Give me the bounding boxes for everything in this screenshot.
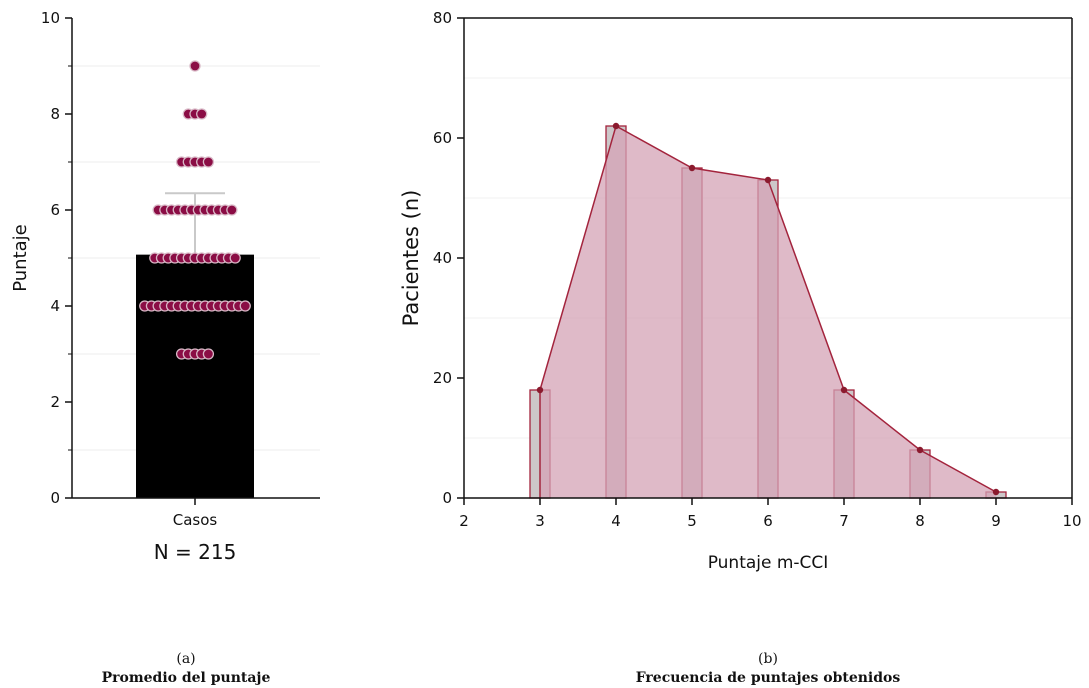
x-tick-label-b: 7 [839, 512, 849, 530]
y-tick-label-a: 10 [41, 9, 60, 27]
data-point [229, 252, 241, 264]
y-axis-title-b: Pacientes (n) [399, 190, 423, 327]
x-tick-label-b: 2 [459, 512, 469, 530]
chart-a-mean-score: 0 2 4 6 8 10 Casos N = 215 Puntaje [10, 9, 320, 564]
caption-a: (a) Promedio del puntaje [0, 650, 386, 688]
data-point [239, 300, 251, 312]
y-tick-label-a: 0 [50, 489, 60, 507]
frequency-point [612, 122, 620, 130]
data-point [202, 156, 215, 168]
y-tick-label-b: 40 [433, 249, 452, 267]
caption-a-letter: (a) [176, 651, 196, 667]
caption-a-title: Promedio del puntaje [101, 670, 271, 686]
chart-b-score-frequency: 0 20 40 60 80 2 3 4 5 6 7 8 9 10 Puntaje m-CCI Paciente… [399, 9, 1082, 573]
caption-b-title: Frecuencia de puntajes obtenidos [635, 670, 901, 686]
frequency-area [540, 126, 996, 498]
y-tick-label-b: 20 [433, 369, 452, 387]
y-tick-label-a: 4 [50, 297, 60, 315]
y-tick-label-a: 6 [50, 201, 60, 219]
frequency-point [840, 386, 848, 394]
data-point [196, 108, 208, 120]
x-tick-label-b: 10 [1062, 512, 1081, 530]
caption-b: (b) Frecuencia de puntajes obtenidos [568, 650, 968, 688]
y-axis-title-a: Puntaje [10, 224, 31, 292]
frequency-point [536, 386, 544, 394]
data-point [202, 348, 215, 360]
x-tick-label-a: Casos [173, 511, 218, 529]
frequency-point [688, 164, 696, 172]
x-tick-label-b: 4 [611, 512, 621, 530]
y-tick-label-b: 80 [433, 9, 452, 27]
y-tick-label-a: 8 [50, 105, 60, 123]
data-point [226, 204, 238, 216]
x-axis-title-b: Puntaje m-CCI [708, 553, 829, 573]
caption-b-letter: (b) [758, 651, 778, 667]
x-tick-label-b: 5 [687, 512, 697, 530]
frequency-point [992, 488, 1000, 496]
x-tick-label-b: 3 [535, 512, 545, 530]
frequency-point [764, 176, 772, 184]
frequency-point [916, 446, 924, 454]
mean-bar [136, 254, 254, 498]
data-point [189, 60, 201, 72]
y-tick-label-b: 60 [433, 129, 452, 147]
y-tick-label-b: 0 [442, 489, 452, 507]
y-tick-label-a: 2 [50, 393, 60, 411]
x-tick-label-b: 9 [991, 512, 1001, 530]
x-tick-label-b: 8 [915, 512, 925, 530]
x-tick-label-b: 6 [763, 512, 773, 530]
n-label: N = 215 [154, 540, 237, 564]
